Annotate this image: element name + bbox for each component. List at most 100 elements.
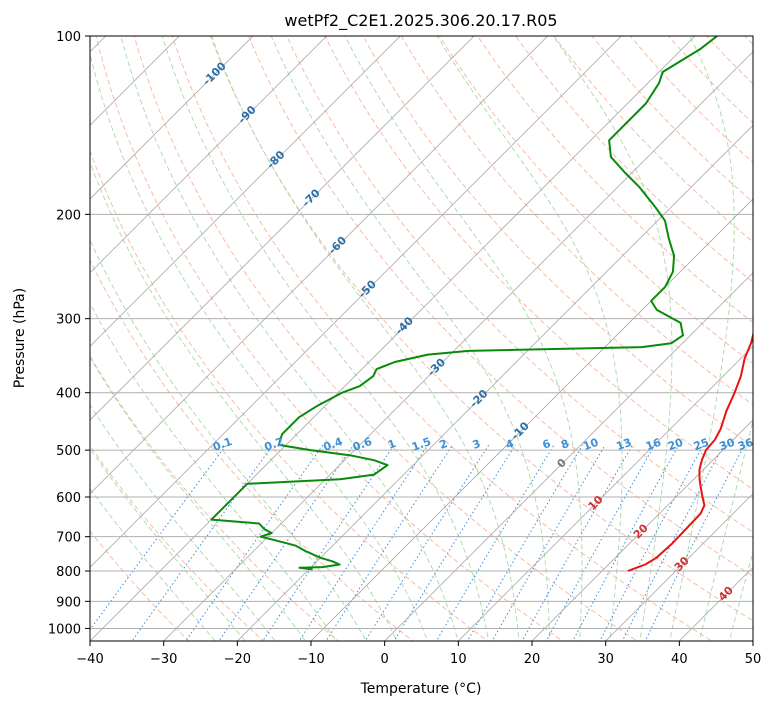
isotherm-line [605,493,753,641]
dry-adiabat-line [400,36,753,406]
x-tick-label: −20 [224,652,251,667]
x-axis: −40 −30 −20 −10 0 10 20 30 40 50 [76,641,761,667]
mixing-ratio-label: 0.4 [322,435,345,454]
moist-adiabat-line [669,36,735,641]
mixing-ratio-label: 0.1 [211,435,234,454]
y-tick-label: 1000 [48,622,81,637]
dry-adiabat-line [362,36,753,448]
chart-title: wetPf2_C2E1.2025.306.20.17.R05 [284,11,557,31]
isotherm-line [90,36,401,347]
isotherm-line [90,36,696,641]
mixing-ratio-label: 1.5 [410,435,433,454]
y-axis: 1000 900 800 700 600 500 400 300 200 100 [48,30,90,637]
moist-adiabat-line [90,55,428,641]
dry-adiabat-line [90,444,265,641]
moist-adiabat-line [344,36,583,641]
x-tick-label: 30 [597,652,614,667]
x-tick-label: 50 [745,652,762,667]
dry-adiabat-line [248,36,753,577]
dry-adiabat-line [171,36,713,641]
isotherm-line [163,51,753,641]
isotherm-line [310,198,753,641]
mixing-ratio-label: 4 [504,437,516,452]
isotherm-line [90,36,622,568]
pressure-gridlines [90,36,753,629]
moist-adiabat-line [90,487,216,641]
y-tick-label: 700 [56,531,81,546]
isotherm-line [90,36,180,126]
dry-adiabat-line [95,36,564,641]
dry-adiabat-line [90,530,190,641]
moist-adiabat-line [90,302,337,641]
x-axis-title: Temperature (°C) [360,681,482,697]
plot-area: -100-90-80-70-60-50-40-30-20-10010203040… [90,36,755,641]
x-tick-label: −40 [76,652,103,667]
dry-adiabat-line [210,36,753,622]
dry-adiabat-line [286,36,753,533]
moist-adiabat-line [211,36,520,641]
temperature-profile [627,331,753,572]
mixing-ratio-label: 0.6 [351,435,374,454]
moist-adiabat-line [120,36,459,641]
mixing-ratio-label: 6 [541,437,553,452]
y-tick-label: 300 [56,313,81,328]
moist-adiabat-line [90,356,306,641]
isotherm-line [531,419,753,641]
y-tick-label: 600 [56,491,81,506]
mixing-ratio-label: 10 [581,436,600,454]
y-tick-label: 400 [56,387,81,402]
mixing-ratio-label: 1 [386,437,398,452]
x-tick-label: −30 [150,652,177,667]
moist-adiabat-line [728,550,753,641]
dewpoint-profile [210,36,718,571]
y-tick-label: 100 [56,30,81,45]
mixing-ratio-label: 0.2 [263,435,286,454]
isotherm-line [384,272,753,641]
mixing-ratio-label: 20 [666,436,685,454]
y-tick-label: 500 [56,444,81,459]
isotherm-line [236,124,753,641]
moist-adiabat-line [90,239,367,641]
isotherm-line [90,36,549,495]
moist-adiabat-line [90,447,246,641]
isotherm-line [90,36,475,421]
dry-adiabat-line [133,36,638,641]
mixing-ratio-label: 8 [559,437,571,452]
y-tick-label: 900 [56,595,81,610]
x-tick-label: 10 [450,652,467,667]
mixing-ratio-line [644,444,746,641]
y-tick-label: 800 [56,565,81,580]
mixing-ratio-label: 2 [438,437,450,452]
dry-adiabat-line [90,355,339,641]
moist-adiabat-line [161,36,490,641]
y-tick-label: 200 [56,208,81,223]
mixing-ratio-label: 25 [692,436,711,453]
mixing-ratio-label: 36 [736,436,755,454]
moist-adiabat-line [436,36,623,641]
isotherm-line [90,36,254,200]
mixing-ratio-label: 13 [614,436,633,453]
x-tick-label: −10 [297,652,324,667]
y-axis-title: Pressure (hPa) [12,288,28,388]
x-tick-label: 20 [524,652,541,667]
moist-adiabat-line [90,404,276,641]
dry-adiabat-line [324,36,753,490]
moist-adiabats [90,36,753,641]
moist-adiabat-line [699,418,753,641]
x-tick-label: 0 [381,652,389,667]
isotherm-line [90,36,328,274]
dry-adiabat-line [90,258,414,641]
mixing-ratio-label: 3 [471,437,483,452]
mixing-ratio-line [218,444,355,641]
moist-adiabat-line [270,36,550,641]
profile-series [210,36,753,572]
mixing-ratio-label: 30 [718,436,737,454]
isotherms [90,36,753,641]
mixing-ratio-label: 16 [644,436,663,454]
plot-frame [89,35,754,642]
x-tick-label: 40 [671,652,688,667]
moist-adiabat-line [552,36,673,641]
isotherm-line [457,345,753,641]
